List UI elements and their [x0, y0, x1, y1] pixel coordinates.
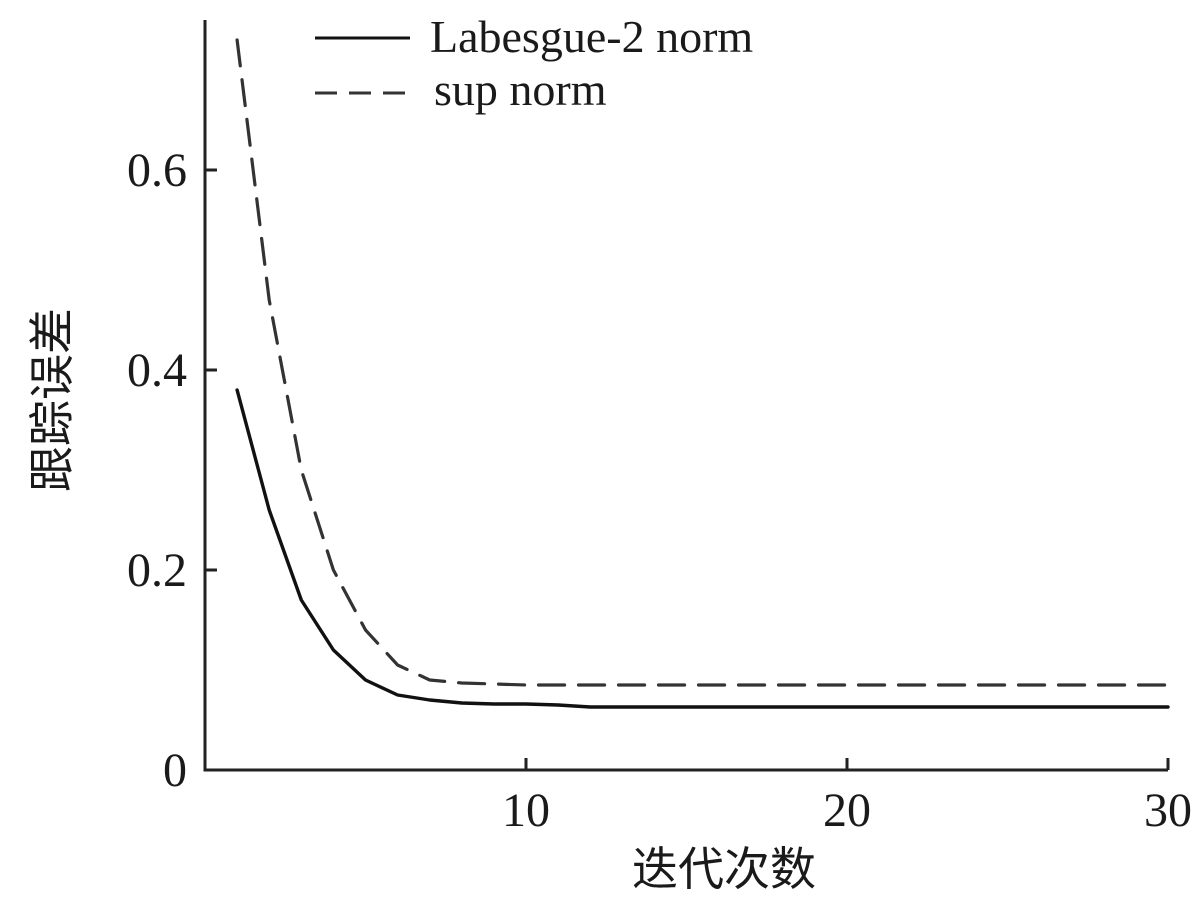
y-tick-label-1: 0.2: [127, 544, 187, 597]
x-axis-title: 迭代次数: [632, 842, 816, 896]
series-layer: [235, 38, 1170, 709]
y-axis-title: 跟踪误差: [25, 308, 79, 492]
legend-label-sup-norm: sup norm: [434, 64, 607, 115]
series-line-1: [235, 38, 1170, 687]
plot-frame-axes: [203, 20, 1168, 772]
x-tick-label-0: 10: [502, 784, 550, 837]
y-tick-label-0: 0: [163, 744, 187, 797]
x-tick-label-2: 30: [1144, 784, 1192, 837]
legend-label-labesgue-2-norm: Labesgue-2 norm: [430, 11, 753, 62]
axes-layer: [203, 20, 1168, 772]
x-tick-label-1: 20: [823, 784, 871, 837]
series-line-0: [235, 388, 1170, 709]
y-tick-label-3: 0.6: [127, 144, 187, 197]
y-tick-label-2: 0.4: [127, 344, 187, 397]
legend: Labesgue-2 norm sup norm: [315, 11, 753, 115]
ticks-layer: 0 0.2 0.4 0.6 10 20 30: [127, 144, 1192, 837]
